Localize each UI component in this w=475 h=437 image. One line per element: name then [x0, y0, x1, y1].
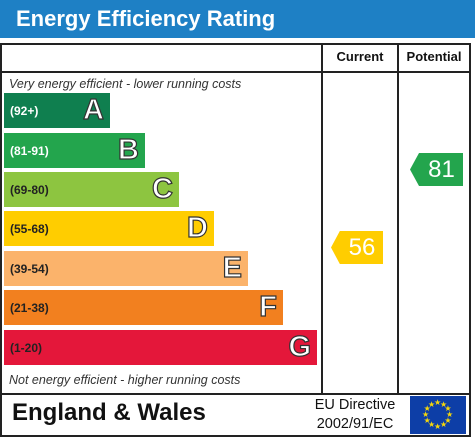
band-range-label: (81-91) [10, 143, 49, 158]
band-letter: A [82, 94, 104, 126]
rating-table [0, 43, 471, 437]
flag-star-icon: ★ [434, 422, 442, 431]
band-letter: C [151, 173, 173, 205]
footer-divider [0, 393, 471, 395]
rating-band-g: (1-20) G [4, 330, 317, 365]
band-range-label: (21-38) [10, 300, 49, 315]
band-range-label: (39-54) [10, 261, 49, 276]
flag-star-icon: ★ [440, 399, 448, 409]
rating-band-f: (21-38) F [4, 290, 283, 325]
flag-star-icon: ★ [422, 410, 430, 419]
region-label: England & Wales [12, 399, 206, 426]
potential-rating-arrow: 81 [410, 153, 463, 186]
page-title: Energy Efficiency Rating [0, 0, 475, 38]
band-letter: F [259, 291, 278, 323]
band-range-label: (69-80) [10, 182, 49, 197]
flag-star-icon: ★ [434, 398, 442, 407]
rating-band-b: (81-91) B [4, 133, 145, 168]
potential-column-header: Potential [406, 49, 462, 64]
flag-star-icon: ★ [428, 399, 436, 409]
flag-star-icon: ★ [444, 404, 452, 413]
current-column-header: Current [336, 49, 384, 64]
band-range-label: (92+) [10, 103, 39, 118]
bottom-caption: Not energy efficient - higher running co… [9, 373, 241, 387]
rating-band-e: (39-54) E [4, 251, 248, 286]
current-column-divider [321, 43, 323, 393]
header-divider [0, 71, 471, 73]
band-letter: G [288, 331, 312, 363]
band-letter: E [222, 252, 243, 284]
rating-band-d: (55-68) D [4, 211, 214, 246]
eu-directive-line1: EU Directive [314, 397, 396, 413]
flag-star-icon: ★ [423, 416, 431, 425]
current-rating-arrow: 56 [331, 231, 383, 264]
flag-star-icon: ★ [446, 410, 454, 419]
rating-band-a: (92+) A [4, 93, 110, 128]
band-range-label: (55-68) [10, 221, 49, 236]
flag-star-icon: ★ [444, 416, 452, 425]
flag-star-icon: ★ [423, 404, 431, 413]
flag-star-icon: ★ [428, 420, 436, 430]
band-letter: D [186, 212, 208, 244]
eu-directive-line2: 2002/91/EC [316, 416, 394, 432]
flag-star-icon: ★ [440, 420, 448, 430]
band-letter: B [117, 134, 139, 166]
top-caption: Very energy efficient - lower running co… [9, 77, 242, 91]
potential-column-divider [397, 43, 399, 393]
band-range-label: (1-20) [10, 340, 43, 355]
eu-flag-icon: ★ ★ ★ ★ ★ ★ ★ ★ ★ ★ ★ ★ [410, 396, 466, 434]
rating-band-c: (69-80) C [4, 172, 179, 207]
